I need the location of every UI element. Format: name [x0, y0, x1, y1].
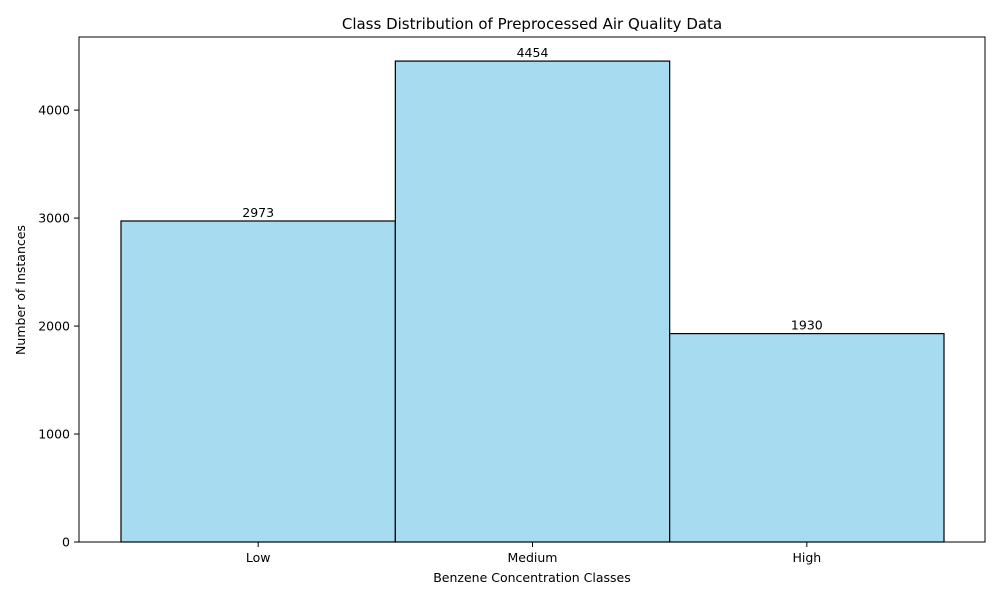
y-tick-label: 2000 — [38, 319, 70, 334]
bars-group — [120, 60, 945, 543]
bar-low — [120, 220, 396, 543]
y-axis-label: Number of Instances — [13, 225, 28, 355]
y-tick-label: 1000 — [38, 427, 70, 442]
x-axis-ticks: Low Medium High — [246, 542, 821, 565]
data-label-low: 2973 — [242, 205, 274, 220]
x-tick-label-medium: Medium — [508, 550, 558, 565]
bar-high — [669, 333, 945, 543]
x-tick-label-high: High — [792, 550, 821, 565]
chart-title: Class Distribution of Preprocessed Air Q… — [342, 15, 722, 33]
x-tick-label-low: Low — [246, 550, 271, 565]
data-labels-group: 2973 4454 1930 — [242, 45, 823, 333]
y-axis-ticks: 0 1000 2000 3000 4000 — [38, 103, 79, 550]
x-axis-label: Benzene Concentration Classes — [433, 570, 631, 585]
y-tick-label: 3000 — [38, 211, 70, 226]
y-tick-label: 4000 — [38, 103, 70, 118]
y-tick-label: 0 — [62, 535, 70, 550]
data-label-medium: 4454 — [517, 45, 549, 60]
bar-medium — [394, 60, 671, 543]
data-label-high: 1930 — [791, 318, 823, 333]
